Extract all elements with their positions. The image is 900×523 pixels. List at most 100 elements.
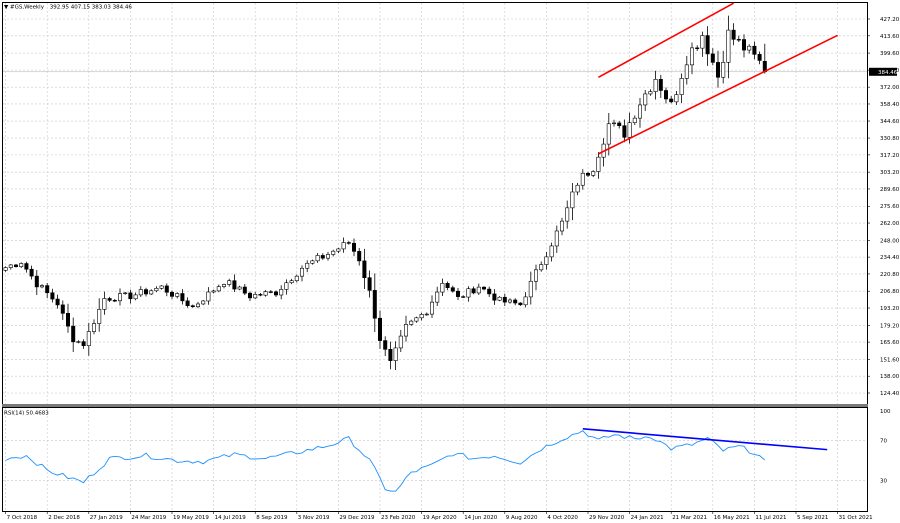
candle-body: [700, 35, 705, 49]
candle-body: [549, 245, 554, 258]
candle-body: [170, 291, 175, 297]
time-tick-label: 7 Oct 2018: [7, 515, 38, 521]
candle-body: [133, 294, 138, 300]
candle-body: [487, 288, 492, 295]
candle-body: [71, 325, 76, 343]
candle-body: [596, 156, 601, 172]
candle-body: [741, 39, 746, 51]
candle-body: [606, 123, 611, 145]
time-tick-label: 21 Mar 2021: [672, 515, 707, 521]
candle-body: [476, 286, 481, 294]
candle-body: [263, 291, 268, 296]
time-tick-label: 11 Jul 2021: [755, 515, 786, 521]
price-tick-label: 151.60: [880, 357, 900, 363]
candle-body: [34, 275, 39, 288]
candle-body: [383, 340, 388, 350]
candle-body: [570, 191, 575, 209]
candle-body: [331, 250, 336, 255]
time-tick-label: 2 Dec 2018: [48, 515, 80, 521]
symbol-label: #GS,Weekly: [10, 5, 45, 11]
candle-body: [747, 45, 752, 51]
candle-body: [721, 62, 726, 78]
price-tick-label: 399.60: [880, 51, 900, 57]
candle-body: [492, 293, 497, 301]
candle-body: [97, 309, 102, 324]
price-tick-label: 413.60: [880, 34, 900, 40]
price-tick-label: 193.20: [880, 306, 900, 312]
candle-body: [622, 125, 627, 138]
candle-body: [175, 293, 180, 297]
price-tick-label: 330.80: [880, 136, 900, 142]
panel-separator: [2, 404, 868, 407]
channel-lower-line: [598, 34, 838, 155]
price-tick-label: 165.60: [880, 340, 900, 346]
candle-body: [185, 300, 190, 306]
candle-body: [429, 301, 434, 315]
candle-body: [45, 285, 50, 294]
candle-body: [679, 78, 684, 95]
candle-body: [695, 47, 700, 49]
price-tick-label: 220.80: [880, 272, 900, 278]
channel-upper-line: [598, 2, 734, 79]
price-tick-label: 344.60: [880, 119, 900, 125]
time-tick-label: 16 May 2021: [714, 515, 750, 521]
candle-body: [253, 294, 258, 299]
candle-body: [268, 291, 273, 293]
time-tick-label: 19 Apr 2020: [423, 515, 458, 521]
candle-body: [294, 275, 299, 282]
candle-body: [305, 262, 310, 269]
candle-body: [315, 255, 320, 262]
candle-body: [190, 305, 195, 307]
candle-body: [164, 285, 169, 293]
candle-body: [50, 292, 55, 300]
candle-body: [533, 269, 538, 282]
candle-body: [674, 94, 679, 103]
candle-body: [643, 93, 648, 106]
time-tick-label: 14 Jul 2019: [215, 515, 247, 521]
candle-body: [424, 313, 429, 316]
candle-body: [715, 62, 720, 78]
candle-body: [39, 285, 44, 288]
candle-body: [502, 296, 507, 303]
grid: [3, 3, 867, 511]
candle-body: [440, 283, 445, 293]
candle-body: [351, 242, 356, 252]
candle-body: [227, 280, 232, 285]
candle-body: [248, 292, 253, 299]
candle-body: [539, 264, 544, 271]
trendlines: [598, 2, 838, 155]
candle-body: [128, 292, 133, 300]
candle-body: [507, 299, 512, 303]
candle-body: [341, 242, 346, 250]
candle-body: [29, 268, 34, 277]
candle-body: [518, 302, 523, 306]
candle-body: [471, 288, 476, 294]
rsi-line: [5, 430, 766, 492]
price-tick-label: 206.80: [880, 289, 900, 295]
candle-body: [403, 324, 408, 337]
price-tick-label: 248.00: [880, 238, 900, 244]
candle-body: [409, 320, 414, 325]
price-panel: [2, 2, 868, 405]
candle-body: [513, 299, 518, 304]
candle-body: [8, 264, 13, 268]
candle-body: [466, 288, 471, 298]
time-tick-label: 5 Sep 2021: [797, 515, 828, 521]
candle-body: [14, 264, 19, 267]
time-tick-label: 14 Jun 2020: [464, 515, 498, 521]
rsi-divergence-line: [582, 428, 828, 451]
rsi-tick-label: 70: [880, 439, 887, 445]
candle-body: [222, 284, 227, 287]
time-tick-label: 8 Sep 2019: [256, 515, 288, 521]
price-tick-label: 372.00: [880, 85, 900, 91]
time-tick-label: 23 Feb 2020: [381, 515, 416, 521]
candle-body: [107, 298, 112, 301]
candle-body: [575, 184, 580, 193]
candle-body: [455, 290, 460, 297]
time-tick-label: 29 Nov 2020: [589, 515, 625, 521]
price-tick-label: 179.20: [880, 323, 900, 329]
candle-body: [362, 260, 367, 278]
candle-body: [617, 122, 622, 127]
time-tick-label: 4 Oct 2020: [547, 515, 578, 521]
